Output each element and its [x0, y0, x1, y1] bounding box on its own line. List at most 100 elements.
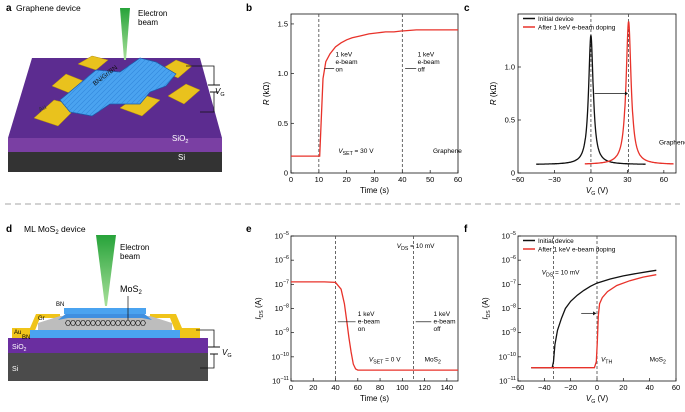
mos2-chain	[64, 320, 147, 326]
x-tick-label: 40	[645, 383, 653, 392]
x-tick-label: 30	[623, 175, 631, 184]
annotation: 1 keV e-beam on	[336, 52, 358, 74]
y-tick-label: 10−7	[502, 279, 516, 289]
sio2-layer	[8, 138, 222, 152]
x-tick-label: 60	[354, 383, 362, 392]
gate-wire	[196, 329, 215, 369]
y-tick-label: 0	[284, 169, 288, 178]
x-tick-label: 140	[441, 383, 454, 392]
vset-label: VSET = 30 V	[338, 148, 374, 157]
legend-label: Initial device	[538, 238, 574, 245]
x-tick-label: 40	[398, 175, 406, 184]
chart-e: 0 20 40 60 80 100 120 140 10−11 10−10 10−9 10−8 10−7…	[254, 231, 459, 403]
gr-label: Gr	[38, 316, 45, 322]
vth-label: VTH	[601, 357, 613, 366]
gate-label: VG	[215, 87, 225, 98]
x-tick-label: 20	[309, 383, 317, 392]
series-line-2	[531, 274, 657, 369]
x-tick-label: 20	[342, 175, 350, 184]
y-tick-label: 10−9	[275, 328, 289, 338]
y-tick-label: 10−6	[275, 255, 289, 265]
y-tick-label: 10−8	[275, 304, 289, 314]
x-tick-label: 30	[370, 175, 378, 184]
x-tick-label: 40	[331, 383, 339, 392]
x-tick-label: 10	[315, 175, 323, 184]
panel-letter-e: e	[246, 224, 252, 235]
panel-letter-c: c	[464, 3, 470, 14]
legend-label: After 1 keV e-beam doping	[538, 25, 616, 32]
chart-b: 0 10 20 30 40 50 60 0 0.5 1.0 1.5 Time (s) R (kΩ) 1 k…	[262, 13, 462, 195]
annotation: 1 keV e-beam off	[434, 311, 456, 333]
bn-top-layer	[64, 308, 146, 314]
y-tick-label: 10−6	[502, 255, 516, 265]
x-tick-label: 0	[589, 175, 593, 184]
gate-label: VG	[222, 348, 232, 359]
series-line-1	[531, 269, 657, 369]
electron-beam	[96, 235, 116, 306]
sio2-layer	[8, 338, 208, 353]
y-tick-label: 10−9	[502, 328, 516, 338]
chart-c: −60 −30 0 30 60 0 0.5 1.0 VG (V) R (kΩ) Initial de…	[489, 13, 685, 197]
au-electrode	[150, 314, 200, 338]
beam-label: Electron beam	[120, 243, 149, 261]
series-line-1	[291, 29, 458, 157]
au-label: Au	[38, 104, 49, 114]
au-electrode	[77, 55, 109, 71]
y-tick-label: 0.5	[278, 119, 288, 128]
annotation: Graphene	[659, 139, 685, 146]
bn-top-label: BN	[56, 302, 64, 308]
si-label: Si	[12, 366, 19, 373]
y-tick-label: 10−5	[275, 231, 289, 241]
bn-bottom	[30, 330, 180, 338]
series-line-1	[536, 35, 646, 165]
y-axis-label: IDS (A)	[481, 297, 492, 320]
x-axis-label: VG (V)	[586, 186, 609, 197]
panel-d-title: ML MoS2 device	[24, 224, 86, 236]
y-tick-label: 0	[511, 169, 515, 178]
y-tick-label: 1.5	[278, 19, 288, 28]
panel-letter-b: b	[246, 3, 252, 14]
x-tick-label: 80	[376, 383, 384, 392]
panel-a-title: Graphene device	[16, 3, 81, 13]
x-tick-label: −60	[512, 383, 525, 392]
chart-f: −60 −40 −20 0 20 40 60 10−11 10−10 10−9 10−8 10−7 10…	[481, 231, 680, 405]
x-tick-label: 0	[289, 175, 293, 184]
y-tick-label: 10−10	[272, 352, 289, 362]
legend-label: After 1 keV e-beam doping	[538, 247, 616, 254]
x-tick-label: 120	[418, 383, 431, 392]
panel-letter-f: f	[464, 224, 468, 235]
arrowhead	[593, 311, 597, 316]
y-tick-label: 10−8	[502, 304, 516, 314]
si-layer	[8, 152, 222, 172]
graphene-lattice	[60, 58, 176, 116]
panel-letter-a: a	[6, 3, 12, 14]
y-axis-label: R (kΩ)	[262, 82, 271, 106]
au-electrode	[167, 83, 201, 105]
x-tick-label: 50	[426, 175, 434, 184]
x-tick-label: 60	[454, 175, 462, 184]
x-tick-label: −20	[564, 383, 577, 392]
y-axis-label: IDS (A)	[254, 297, 265, 320]
au-label: Au	[14, 330, 21, 336]
electron-beam	[120, 8, 130, 60]
vds-label: VDS = 10 mV	[542, 270, 580, 279]
panel-letter-d: d	[6, 224, 12, 235]
y-tick-label: 10−11	[499, 376, 516, 386]
y-tick-label: 0.5	[505, 116, 515, 125]
charts: 0 10 20 30 40 50 60 0 0.5 1.0 1.5 Time (s) R (kΩ) 1 k…	[254, 13, 685, 405]
x-axis-label: VG (V)	[586, 394, 609, 405]
si-layer	[8, 353, 208, 381]
gate-wire	[186, 65, 215, 113]
series-line-2	[584, 21, 674, 165]
bn-bottom-label: BN	[22, 335, 30, 341]
x-tick-label: −40	[538, 383, 551, 392]
x-tick-label: 60	[660, 175, 668, 184]
mos2-label: MoS2	[120, 284, 143, 296]
y-tick-label: 1.0	[278, 69, 288, 78]
legend-label: Initial device	[538, 16, 574, 23]
vset-label: VSET = 0 V	[369, 357, 401, 366]
y-tick-label: 10−11	[272, 376, 289, 386]
vds-label: VDS = 10 mV	[397, 243, 435, 252]
x-tick-label: 20	[619, 383, 627, 392]
